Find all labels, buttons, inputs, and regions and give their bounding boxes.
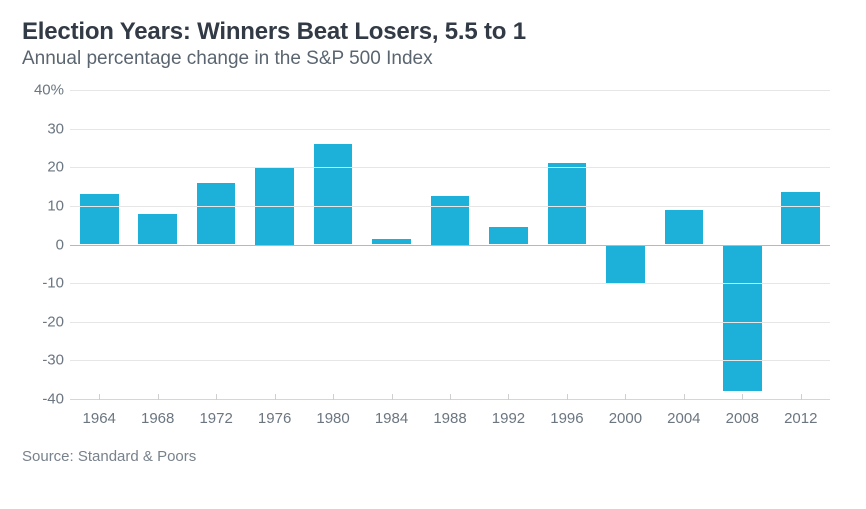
chart-title: Election Years: Winners Beat Losers, 5.5… <box>22 18 844 46</box>
y-axis-label: 20 <box>47 159 64 176</box>
bar <box>431 196 470 244</box>
gridline <box>70 206 830 207</box>
y-axis-label: -20 <box>42 313 64 330</box>
bar <box>80 194 119 244</box>
bar <box>197 183 236 245</box>
bar <box>548 163 587 244</box>
x-axis-label: 1984 <box>375 410 408 427</box>
x-axis-label: 2012 <box>784 410 817 427</box>
x-axis-labels: 1964 1968 1972 1976 1980 1984 1988 1992 1996 2000… <box>70 406 830 430</box>
bar <box>665 210 704 245</box>
x-tick <box>508 394 509 400</box>
x-tick <box>742 394 743 400</box>
x-axis-label: 1964 <box>83 410 116 427</box>
gridline <box>70 322 830 323</box>
x-axis-label: 2008 <box>726 410 759 427</box>
x-tick <box>684 394 685 400</box>
bar <box>314 144 353 244</box>
chart-container: Election Years: Winners Beat Losers, 5.5… <box>0 0 866 509</box>
y-axis-label: 0 <box>56 236 64 253</box>
x-axis-label: 2004 <box>667 410 700 427</box>
y-axis-label: 40% <box>34 82 64 99</box>
y-axis-label: -40 <box>42 391 64 408</box>
y-axis-label: -30 <box>42 352 64 369</box>
x-tick <box>567 394 568 400</box>
x-axis-label: 1968 <box>141 410 174 427</box>
x-axis-label: 1996 <box>550 410 583 427</box>
zero-baseline <box>70 245 830 246</box>
x-tick <box>625 394 626 400</box>
chart-area: 40%3020100-10-20-30-40 19641968197219761… <box>30 90 840 430</box>
x-tick <box>392 394 393 400</box>
x-tick <box>216 394 217 400</box>
chart-subtitle: Annual percentage change in the S&P 500 … <box>22 48 844 70</box>
y-axis-label: 10 <box>47 197 64 214</box>
y-axis-label: -10 <box>42 275 64 292</box>
gridline <box>70 283 830 284</box>
x-tick <box>450 394 451 400</box>
gridline <box>70 167 830 168</box>
bar <box>489 227 528 244</box>
y-axis-label: 30 <box>47 120 64 137</box>
x-axis-label: 1988 <box>433 410 466 427</box>
x-axis-label: 1976 <box>258 410 291 427</box>
chart-source: Source: Standard & Poors <box>22 448 844 465</box>
gridline <box>70 129 830 130</box>
x-tick <box>801 394 802 400</box>
x-axis-label: 1992 <box>492 410 525 427</box>
x-tick <box>333 394 334 400</box>
plot-region: 40%3020100-10-20-30-40 <box>70 90 830 400</box>
bar <box>723 245 762 392</box>
bar <box>138 214 177 245</box>
bar <box>781 192 820 244</box>
x-tick <box>158 394 159 400</box>
bar <box>606 245 645 284</box>
x-axis-label: 2000 <box>609 410 642 427</box>
x-axis-label: 1972 <box>199 410 232 427</box>
gridline <box>70 360 830 361</box>
x-tick <box>99 394 100 400</box>
x-axis-label: 1980 <box>316 410 349 427</box>
x-tick <box>275 394 276 400</box>
gridline <box>70 90 830 91</box>
